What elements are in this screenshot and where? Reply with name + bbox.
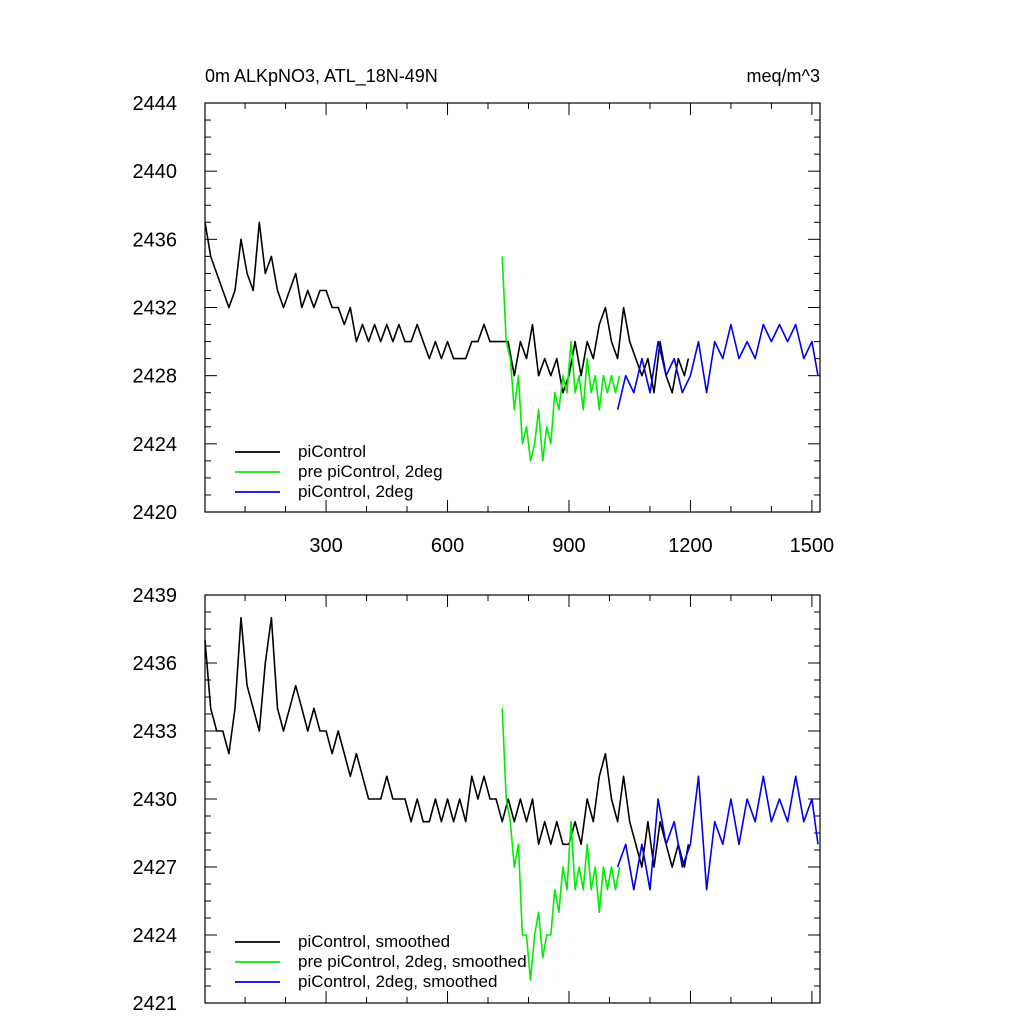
y-tick-label: 2444 — [133, 93, 178, 115]
y-tick-labels: 2420 2424 2428 2432 2436 2440 2444 — [133, 93, 178, 524]
y-tick-label: 2427 — [133, 857, 178, 879]
plot-frame — [204, 102, 821, 513]
y-tick-label: 2439 — [133, 585, 178, 607]
plot-series — [204, 221, 819, 462]
x-tick-label: 600 — [431, 535, 464, 557]
y-tick-label: 2424 — [133, 434, 178, 456]
plot-frame — [204, 594, 821, 1004]
x-tick-label: 1500 — [790, 535, 835, 557]
chart-units: meq/m^3 — [747, 66, 820, 86]
y-tick-label: 2432 — [133, 298, 178, 320]
series-line-1 — [204, 221, 690, 394]
y-tick-label: 2440 — [133, 161, 178, 183]
legend-label: piControl, 2deg, smoothed — [298, 972, 497, 991]
y-tick-label: 2436 — [133, 229, 178, 251]
y-tick-label: 2433 — [133, 721, 178, 743]
y-tick-labels: 2421 2424 2427 2430 2433 2436 2439 — [133, 585, 178, 1015]
bottom-chart-panel: 2421 2424 2427 2430 2433 2436 2439 piControl, … — [133, 585, 821, 1015]
tick-marks — [205, 102, 820, 513]
x-tick-labels: 300 600 900 1200 1500 — [309, 535, 834, 557]
legend-label: piControl, smoothed — [298, 932, 450, 951]
series-line-3 — [616, 775, 819, 891]
tick-marks — [205, 594, 820, 1004]
y-tick-label: 2420 — [133, 502, 178, 524]
series-line-2 — [501, 256, 621, 462]
series-line-3 — [616, 323, 819, 410]
series-line-1 — [204, 616, 690, 868]
y-tick-label: 2424 — [133, 925, 178, 947]
legend-label: piControl, 2deg — [298, 482, 413, 501]
x-tick-label: 1200 — [668, 535, 713, 557]
legend-label: pre piControl, 2deg — [298, 462, 443, 481]
series-line-2 — [501, 708, 621, 982]
y-tick-label: 2421 — [133, 993, 178, 1015]
plot-series — [204, 616, 819, 982]
x-tick-label: 300 — [309, 535, 342, 557]
legend-label: pre piControl, 2deg, smoothed — [298, 952, 527, 971]
legend-label: piControl — [298, 442, 366, 461]
y-tick-label: 2428 — [133, 366, 178, 388]
x-tick-label: 900 — [552, 535, 585, 557]
y-tick-label: 2430 — [133, 789, 178, 811]
chart-title: 0m ALKpNO3, ATL_18N-49N — [205, 66, 438, 87]
top-chart-panel: 0m ALKpNO3, ATL_18N-49N meq/m^3 300 600 90… — [133, 66, 835, 557]
y-tick-label: 2436 — [133, 653, 178, 675]
